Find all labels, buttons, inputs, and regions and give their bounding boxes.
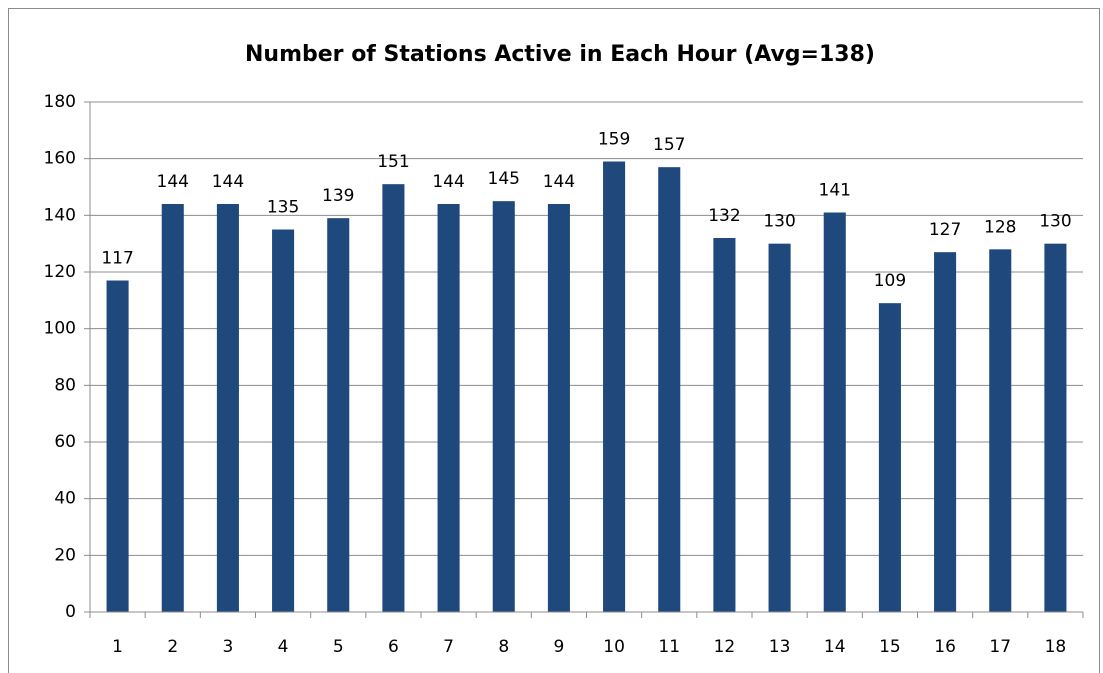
- bar: [106, 280, 129, 612]
- bar: [989, 249, 1012, 613]
- data-label: 157: [653, 135, 685, 155]
- bar: [492, 201, 515, 612]
- x-tick-label: 4: [278, 637, 289, 657]
- bar: [161, 204, 184, 612]
- bar: [713, 238, 736, 612]
- x-tick-label: 18: [1045, 637, 1067, 657]
- y-tick-label: 160: [44, 149, 76, 169]
- x-tick-label: 2: [167, 637, 178, 657]
- x-tick-label: 5: [333, 637, 344, 657]
- x-tick-label: 8: [498, 637, 509, 657]
- y-tick-label: 100: [44, 319, 76, 339]
- x-tick-label: 6: [388, 637, 399, 657]
- x-tick-label: 3: [223, 637, 234, 657]
- data-label: 159: [598, 130, 630, 150]
- y-tick-label: 40: [54, 489, 76, 509]
- data-label: 117: [101, 249, 133, 269]
- data-label: 145: [488, 169, 520, 189]
- data-label: 130: [763, 212, 795, 232]
- bar: [547, 204, 570, 612]
- data-label: 132: [708, 206, 740, 226]
- bar: [272, 229, 295, 612]
- y-tick-label: 60: [54, 432, 76, 452]
- bar: [603, 161, 626, 612]
- x-tick-label: 1: [112, 637, 123, 657]
- y-tick-label: 120: [44, 262, 76, 282]
- x-tick-label: 10: [603, 637, 625, 657]
- x-tick-label: 9: [554, 637, 565, 657]
- data-label: 139: [322, 186, 354, 206]
- bar: [1044, 243, 1067, 612]
- bar: [823, 212, 846, 612]
- x-tick-label: 11: [658, 637, 680, 657]
- y-tick-label: 80: [54, 375, 76, 395]
- data-label: 109: [874, 271, 906, 291]
- bar: [382, 184, 405, 612]
- y-tick-label: 180: [44, 92, 76, 112]
- y-tick-label: 0: [65, 602, 76, 622]
- y-tick-label: 20: [54, 545, 76, 565]
- bar: [658, 167, 681, 612]
- bar: [878, 303, 901, 612]
- data-label: 144: [543, 172, 575, 192]
- bar: [934, 252, 957, 612]
- x-tick-label: 12: [714, 637, 736, 657]
- x-tick-label: 13: [769, 637, 791, 657]
- data-label: 127: [929, 220, 961, 240]
- x-tick-label: 15: [879, 637, 901, 657]
- data-label: 151: [377, 152, 409, 172]
- bar: [437, 204, 460, 612]
- x-tick-label: 17: [989, 637, 1011, 657]
- data-label: 141: [819, 181, 851, 201]
- y-tick-label: 140: [44, 205, 76, 225]
- data-label: 130: [1039, 212, 1071, 232]
- data-label: 135: [267, 198, 299, 218]
- x-tick-label: 14: [824, 637, 846, 657]
- bar: [327, 218, 350, 612]
- chart-frame: [8, 8, 1100, 673]
- data-label: 144: [157, 172, 189, 192]
- data-label: 128: [984, 217, 1016, 237]
- bar: [768, 243, 791, 612]
- x-tick-label: 7: [443, 637, 454, 657]
- bar: [216, 204, 239, 612]
- chart-title: Number of Stations Active in Each Hour (…: [245, 42, 875, 67]
- data-label: 144: [212, 172, 244, 192]
- data-label: 144: [432, 172, 464, 192]
- x-tick-label: 16: [934, 637, 956, 657]
